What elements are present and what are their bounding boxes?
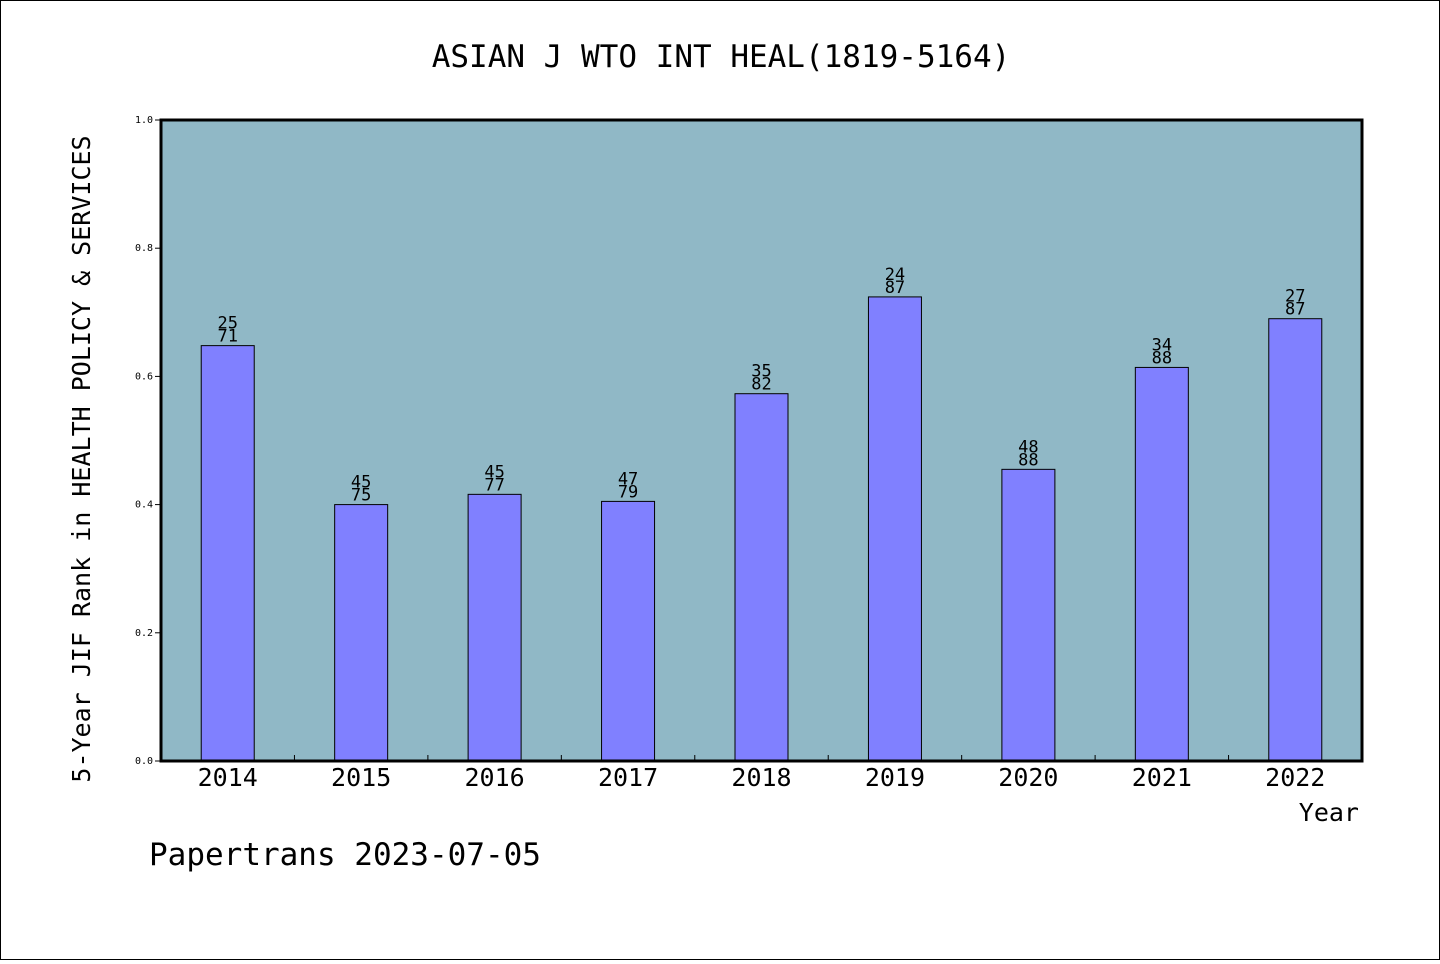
x-ticks-group: 2014 2015 2016 2017 2018 2019 2020 2021 2022 (198, 755, 1325, 792)
bar-2014 (200, 345, 255, 762)
bar-label-2015-total: 75 (351, 486, 371, 506)
bar-label-2022-total: 87 (1285, 300, 1305, 320)
bar-label-2020-total: 88 (1018, 450, 1038, 470)
bar-label-2017-total: 79 (618, 482, 638, 502)
x-tick-2015: 2015 (331, 763, 391, 792)
bar-label-2022-rank: 27 (1285, 287, 1305, 307)
bar-label-2019-rank: 24 (885, 265, 905, 285)
bar-label-2020-rank: 48 (1018, 437, 1038, 457)
bar-label-2016-rank: 45 (484, 462, 504, 482)
bar-2019 (867, 296, 922, 762)
y-axis-label: 5-Year JIF Rank in HEALTH POLICY & SERVI… (67, 135, 96, 782)
y-tick-1.0: 1.0 (135, 115, 153, 126)
bar-label-2017-rank: 47 (618, 469, 638, 489)
bar-label-2019-total: 87 (885, 278, 905, 298)
bar-label-2014-total: 71 (217, 327, 237, 347)
bar-label-2018-rank: 35 (751, 362, 771, 382)
y-ticks-group: 0.0 0.2 0.4 0.6 0.8 1.0 (135, 115, 161, 767)
bar-label-2014-rank: 25 (217, 314, 237, 334)
bar-2015 (334, 504, 389, 762)
bar-2020 (1001, 468, 1056, 762)
y-tick-0.0: 0.0 (135, 756, 153, 767)
bar-2022 (1268, 318, 1323, 762)
bar-2017 (601, 500, 656, 762)
bar-label-2021-total: 88 (1152, 348, 1172, 368)
bars-group (200, 296, 1323, 762)
bar-2016 (467, 493, 522, 762)
bar-2021 (1134, 366, 1189, 762)
x-tick-2022: 2022 (1265, 763, 1325, 792)
y-tick-0.8: 0.8 (135, 243, 153, 254)
bar-label-2018-total: 82 (751, 375, 771, 395)
bar-2018 (734, 393, 789, 762)
bar-label-2021-rank: 34 (1152, 335, 1172, 355)
x-tick-2019: 2019 (865, 763, 925, 792)
x-tick-2016: 2016 (465, 763, 525, 792)
x-tick-2020: 2020 (998, 763, 1058, 792)
y-tick-0.6: 0.6 (135, 371, 153, 382)
x-tick-2014: 2014 (198, 763, 258, 792)
bar-label-2015-rank: 45 (351, 473, 371, 493)
y-tick-0.4: 0.4 (135, 500, 153, 511)
x-tick-2017: 2017 (598, 763, 658, 792)
x-tick-2021: 2021 (1132, 763, 1192, 792)
bar-label-2016-total: 77 (484, 475, 504, 495)
x-tick-2018: 2018 (731, 763, 791, 792)
plot-border (159, 118, 1364, 763)
footer-credit: Papertrans 2023-07-05 (149, 837, 541, 873)
chart-title: ASIAN J WTO INT HEAL(1819-5164) (432, 39, 1011, 75)
y-tick-0.2: 0.2 (135, 628, 153, 639)
x-axis-label: Year (1299, 798, 1359, 827)
